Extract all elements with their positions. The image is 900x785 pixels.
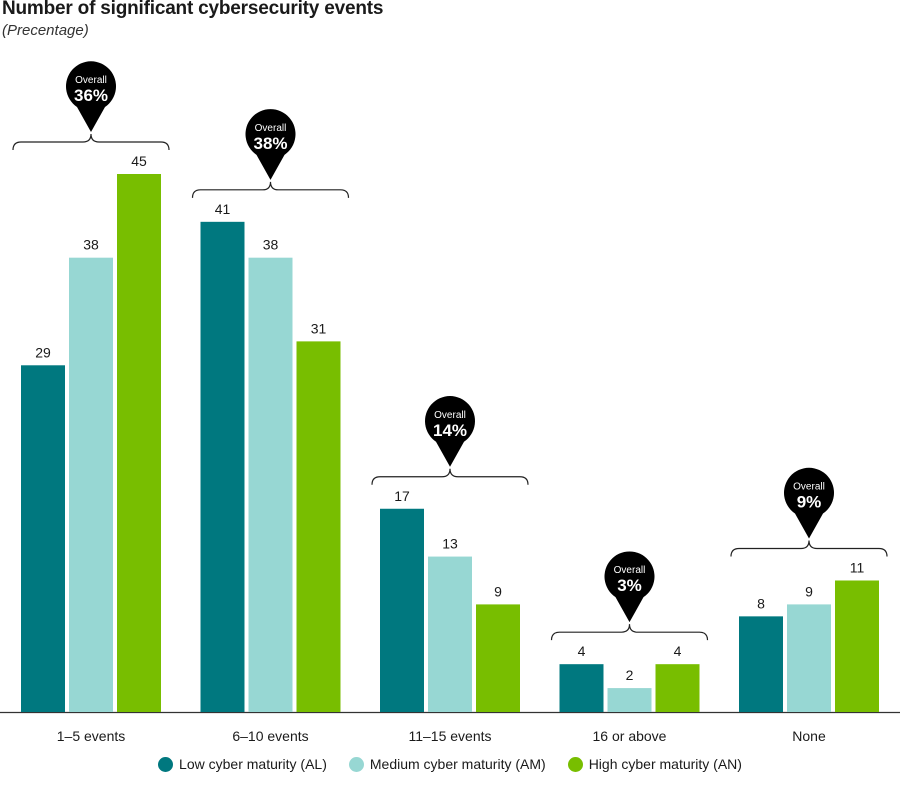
data-label: 9 bbox=[494, 583, 502, 599]
group-brace bbox=[12, 133, 170, 151]
legend: Low cyber maturity (AL) Medium cyber mat… bbox=[0, 756, 900, 772]
data-label: 13 bbox=[442, 536, 458, 552]
bar-high bbox=[476, 604, 520, 712]
data-label: 11 bbox=[850, 559, 865, 575]
bar-low bbox=[200, 221, 245, 713]
overall-marker bbox=[425, 396, 475, 467]
data-label: 29 bbox=[35, 344, 51, 360]
overall-marker bbox=[604, 551, 655, 623]
overall-value: 9% bbox=[797, 492, 822, 511]
overall-label: Overall bbox=[434, 410, 466, 421]
bar-low bbox=[380, 508, 424, 712]
group-brace bbox=[730, 540, 888, 557]
bar-medium bbox=[607, 688, 652, 712]
overall-value: 36% bbox=[74, 86, 108, 105]
data-label: 8 bbox=[757, 595, 765, 611]
data-label: 17 bbox=[394, 488, 410, 504]
category-label: None bbox=[792, 728, 826, 744]
group-brace bbox=[371, 468, 529, 485]
overall-value: 14% bbox=[433, 421, 467, 440]
overall-label: Overall bbox=[255, 123, 287, 134]
data-label: 41 bbox=[215, 201, 231, 217]
bar-high bbox=[117, 174, 161, 712]
category-label: 11–15 events bbox=[408, 728, 491, 744]
overall-value: 38% bbox=[253, 134, 287, 153]
bar-medium bbox=[428, 556, 472, 712]
overall-label: Overall bbox=[75, 75, 107, 86]
overall-label: Overall bbox=[614, 565, 646, 576]
bar-low bbox=[559, 664, 604, 712]
data-label: 31 bbox=[311, 320, 327, 336]
bar-medium bbox=[69, 257, 113, 712]
bar-high bbox=[835, 580, 879, 712]
data-label: 38 bbox=[83, 237, 99, 253]
data-label: 9 bbox=[805, 583, 813, 599]
chart-title: Number of significant cybersecurity even… bbox=[2, 0, 384, 19]
chart-subtitle: (Precentage) bbox=[2, 22, 89, 39]
overall-label: Overall bbox=[793, 481, 825, 492]
category-label: 1–5 events bbox=[57, 728, 126, 744]
bar-medium bbox=[248, 257, 293, 712]
bar-medium bbox=[787, 604, 831, 712]
legend-label-high: High cyber maturity (AN) bbox=[588, 756, 742, 772]
overall-value: 3% bbox=[617, 576, 642, 595]
legend-item-high: High cyber maturity (AN) bbox=[567, 756, 742, 772]
bar-low bbox=[739, 616, 783, 712]
legend-item-low: Low cyber maturity (AL) bbox=[158, 756, 327, 772]
category-label: 16 or above bbox=[593, 728, 667, 744]
legend-swatch-high bbox=[567, 756, 583, 772]
data-label: 4 bbox=[578, 643, 586, 659]
legend-swatch-medium bbox=[348, 756, 364, 772]
category-label: 6–10 events bbox=[232, 728, 308, 744]
group-brace bbox=[550, 624, 709, 641]
data-label: 38 bbox=[263, 237, 279, 253]
bar-low bbox=[21, 365, 65, 712]
bar-high bbox=[655, 664, 700, 712]
overall-marker bbox=[245, 109, 296, 180]
legend-item-medium: Medium cyber maturity (AM) bbox=[348, 756, 546, 772]
legend-label-low: Low cyber maturity (AL) bbox=[179, 756, 327, 772]
legend-label-medium: Medium cyber maturity (AM) bbox=[369, 756, 546, 772]
data-label: 45 bbox=[131, 153, 147, 169]
data-label: 2 bbox=[626, 667, 634, 683]
bar-high bbox=[296, 341, 341, 712]
overall-marker bbox=[784, 467, 834, 539]
group-brace bbox=[191, 181, 350, 198]
data-label: 4 bbox=[674, 643, 682, 659]
legend-swatch-low bbox=[158, 756, 174, 772]
overall-marker bbox=[66, 61, 116, 132]
